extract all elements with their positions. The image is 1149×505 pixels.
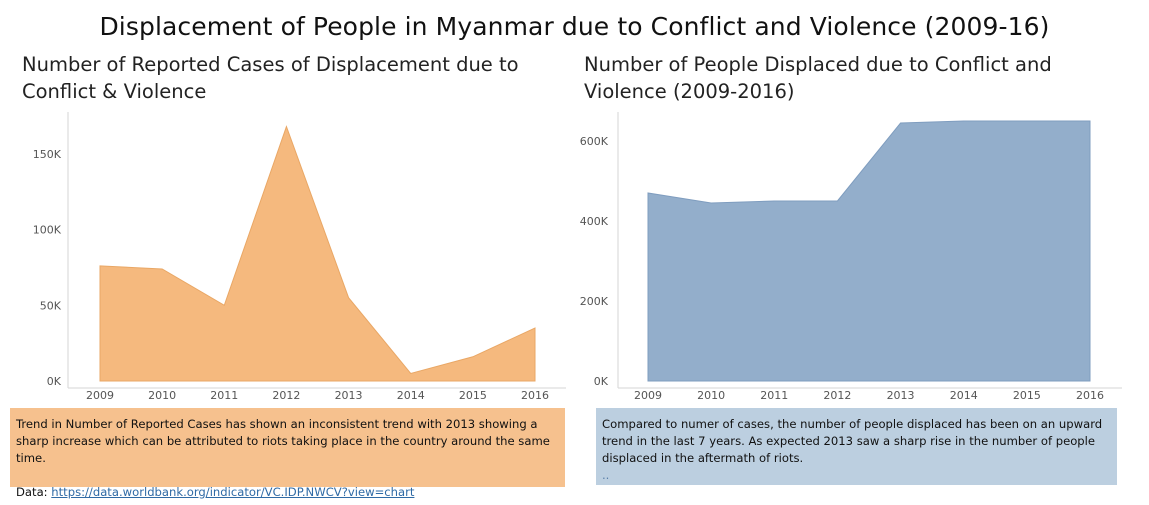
reported-cases-annotation: Trend in Number of Reported Cases has sh… bbox=[10, 408, 565, 499]
x-tick-label: 2016 bbox=[521, 389, 549, 402]
y-tick-label: 200K bbox=[580, 295, 609, 308]
y-tick-label: 0K bbox=[47, 375, 62, 388]
y-tick-label: 100K bbox=[33, 224, 62, 237]
reported-cases-note-text: Trend in Number of Reported Cases has sh… bbox=[16, 417, 550, 465]
y-tick-label: 400K bbox=[580, 215, 609, 228]
series-area bbox=[99, 125, 536, 382]
data-source: Data: https://data.worldbank.org/indicat… bbox=[16, 484, 555, 501]
x-tick-label: 2014 bbox=[397, 389, 425, 402]
x-tick-label: 2015 bbox=[1013, 389, 1041, 402]
y-tick-label: 0K bbox=[594, 375, 609, 388]
note-trailing-dots: .. bbox=[602, 468, 610, 482]
x-tick-label: 2011 bbox=[210, 389, 238, 402]
x-tick-label: 2009 bbox=[86, 389, 114, 402]
series-area bbox=[647, 120, 1091, 382]
x-tick-label: 2014 bbox=[950, 389, 978, 402]
data-source-label: Data: bbox=[16, 485, 52, 499]
right-chart-title: Number of People Displaced due to Confli… bbox=[584, 53, 1052, 103]
x-tick-label: 2013 bbox=[887, 389, 915, 402]
x-tick-label: 2009 bbox=[634, 389, 662, 402]
x-tick-label: 2011 bbox=[760, 389, 788, 402]
x-tick-label: 2012 bbox=[272, 389, 300, 402]
y-tick-label: 150K bbox=[33, 148, 62, 161]
x-tick-label: 2015 bbox=[459, 389, 487, 402]
x-tick-label: 2012 bbox=[823, 389, 851, 402]
x-tick-label: 2013 bbox=[335, 389, 363, 402]
data-source-link[interactable]: https://data.worldbank.org/indicator/VC.… bbox=[51, 485, 415, 499]
x-tick-label: 2010 bbox=[697, 389, 725, 402]
x-tick-label: 2016 bbox=[1076, 389, 1104, 402]
page-title: Displacement of People in Myanmar due to… bbox=[99, 12, 1050, 41]
people-displaced-note-text: Compared to numer of cases, the number o… bbox=[602, 417, 1103, 465]
x-tick-label: 2010 bbox=[148, 389, 176, 402]
y-tick-label: 50K bbox=[40, 299, 62, 312]
y-tick-label: 600K bbox=[580, 135, 609, 148]
left-chart-title: Number of Reported Cases of Displacement… bbox=[22, 53, 519, 103]
people-displaced-annotation: Compared to numer of cases, the number o… bbox=[596, 408, 1117, 485]
